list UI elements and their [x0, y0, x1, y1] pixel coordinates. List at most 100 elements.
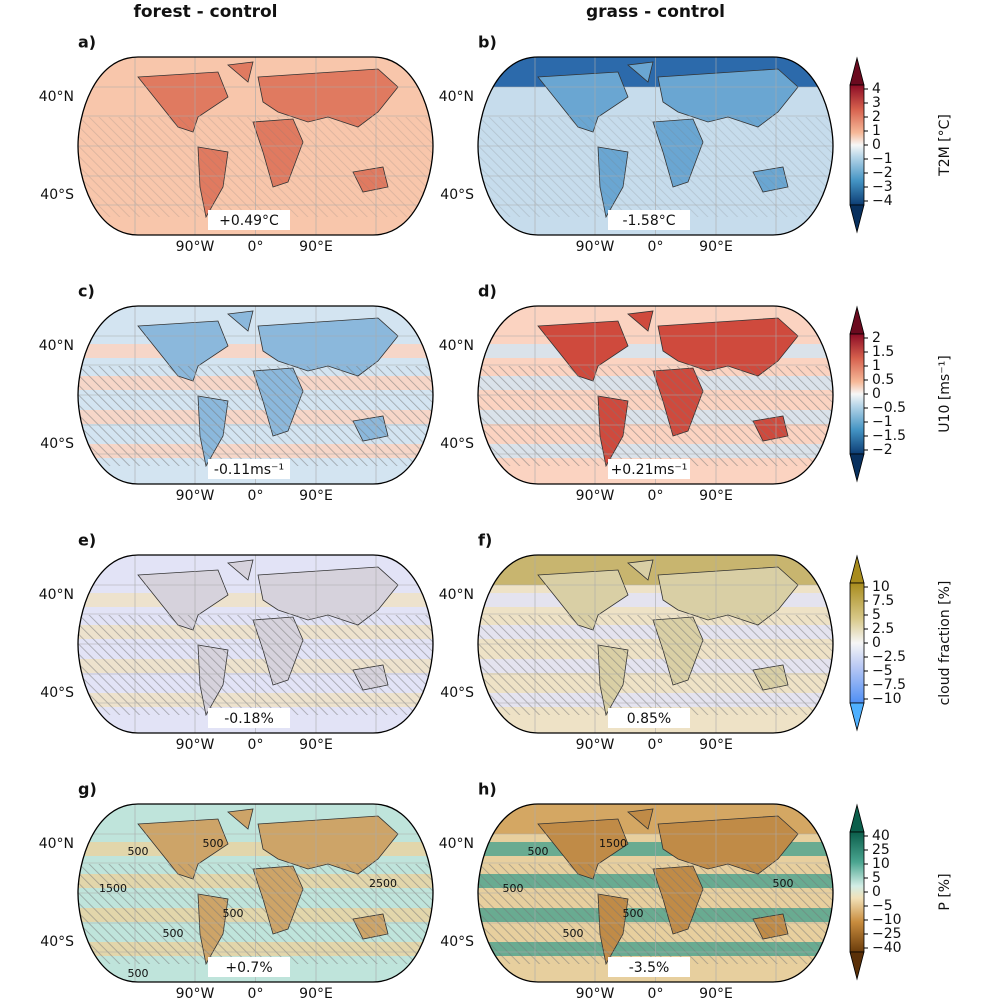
lon-label: 90°E — [299, 986, 333, 1000]
lon-label: 90°W — [576, 986, 615, 1000]
global-mean: -0.11ms⁻¹ — [214, 462, 284, 478]
panel-label: b) — [478, 33, 497, 52]
colorbar-tick-label: −10 — [872, 912, 902, 928]
lon-label: 0° — [248, 986, 264, 1000]
panel-label: d) — [478, 282, 497, 301]
colorbar-tick-label: 0 — [872, 386, 881, 402]
map-outline — [477, 554, 834, 734]
colorbar-arrow — [849, 453, 865, 483]
land — [627, 559, 654, 581]
land — [227, 61, 254, 83]
contour-label: 500 — [528, 845, 549, 858]
contour-label: 2500 — [369, 877, 397, 890]
land — [627, 808, 654, 830]
contour-label: 500 — [128, 967, 149, 980]
lon-label: 90°W — [176, 239, 215, 255]
colorbar-label: cloud fraction [%] — [937, 581, 953, 706]
lat-label: 40°N — [39, 587, 74, 603]
map-field — [78, 57, 433, 235]
map-panel: e) 40°N 40°S 90°W 0° 90°E -0.18% — [39, 531, 434, 753]
colorbar: 21.510.50−0.5−1−1.5−2 U10 [ms⁻¹] — [849, 305, 953, 483]
colorbar: 107.552.50−2.5−5−7.5−10 cloud fraction [%… — [849, 554, 953, 732]
annotation-box — [608, 957, 690, 977]
colorbar-arrow — [849, 702, 865, 732]
colorbar-tick-label: −40 — [872, 940, 902, 956]
panel-label: g) — [78, 780, 97, 799]
contour-label: 500 — [223, 907, 244, 920]
colorbar-arrow — [849, 305, 865, 335]
lat-label: 40°N — [39, 338, 74, 354]
land — [227, 310, 254, 332]
annotation-box — [208, 708, 290, 728]
lat-label: 40°S — [440, 436, 474, 452]
colorbar-label: P [%] — [937, 873, 953, 910]
lon-label: 90°W — [176, 986, 215, 1000]
map-outline — [477, 56, 834, 236]
global-mean: +0.21ms⁻¹ — [611, 462, 688, 478]
colorbar-tick-label: −5 — [872, 663, 893, 679]
contour-label: 500 — [563, 927, 584, 940]
colorbar-tick-label: 2.5 — [872, 621, 894, 637]
lon-label: 90°E — [699, 737, 733, 753]
colorbar-body — [849, 582, 865, 704]
lat-label: 40°N — [439, 89, 474, 105]
lon-label: 90°E — [699, 986, 733, 1000]
map-panel: b) 40°N 40°S 90°W 0° 90°E -1.58°C — [439, 33, 834, 255]
annotation-box — [208, 957, 290, 977]
global-mean: -0.18% — [224, 711, 274, 727]
colorbar-tick-label: −1 — [872, 414, 893, 430]
colorbar-tick-label: 0 — [872, 884, 881, 900]
map-field — [78, 306, 433, 484]
colorbar-tick-label: −1 — [872, 151, 893, 167]
map-panel: a) 40°N 40°S 90°W 0° 90°E +0.49°C — [39, 33, 434, 255]
contour-label: 500 — [623, 907, 644, 920]
map-outline — [77, 803, 434, 983]
contour-label: 500 — [203, 837, 224, 850]
colorbar-arrow — [849, 56, 865, 86]
column-title: grass - control — [586, 2, 725, 22]
colorbar-tick-label: −1.5 — [872, 428, 906, 444]
colorbar-tick-label: −5 — [872, 898, 893, 914]
map-outline — [77, 56, 434, 236]
lon-label: 90°W — [576, 737, 615, 753]
land — [627, 61, 654, 83]
colorbar-tick-label: 10 — [872, 856, 890, 872]
colorbar-tick-label: −4 — [872, 193, 893, 209]
colorbar-tick-label: 0 — [872, 137, 881, 153]
colorbar-tick-label: 3 — [872, 95, 881, 111]
colorbar-arrow — [849, 803, 865, 833]
lat-label: 40°N — [439, 587, 474, 603]
map-field — [478, 306, 833, 484]
map-panel: g) 40°N 40°S 90°W 0° 90°E +0.7% 500 500 1500 2500 5… — [39, 780, 434, 1002]
lon-label: 90°E — [699, 488, 733, 504]
colorbar-tick-label: 2 — [872, 109, 881, 125]
colorbar-tick-label: −25 — [872, 926, 902, 942]
lon-label: 0° — [248, 239, 264, 255]
lon-label: 90°W — [176, 737, 215, 753]
panel-label: a) — [78, 33, 96, 52]
annotation-box — [608, 708, 690, 728]
land — [227, 559, 254, 581]
lon-label: 0° — [248, 737, 264, 753]
colorbar-tick-label: 5 — [872, 870, 881, 886]
colorbar-body — [849, 333, 865, 455]
global-mean: +0.7% — [225, 960, 272, 976]
lat-label: 40°N — [39, 836, 74, 852]
colorbar-tick-label: −10 — [872, 691, 902, 707]
lon-label: 90°W — [576, 488, 615, 504]
lat-label: 40°S — [40, 436, 74, 452]
land — [627, 310, 654, 332]
colorbar-tick-label: 1 — [872, 358, 881, 374]
lon-label: 0° — [248, 488, 264, 504]
contour-label: 500 — [163, 927, 184, 940]
lat-label: 40°S — [40, 934, 74, 950]
lon-label: 90°E — [299, 737, 333, 753]
map-field — [78, 804, 433, 982]
lat-label: 40°S — [40, 187, 74, 203]
colorbar-arrow — [849, 554, 865, 584]
column-title: forest - control — [133, 2, 277, 22]
lon-label: 0° — [648, 488, 664, 504]
lon-label: 90°W — [576, 239, 615, 255]
